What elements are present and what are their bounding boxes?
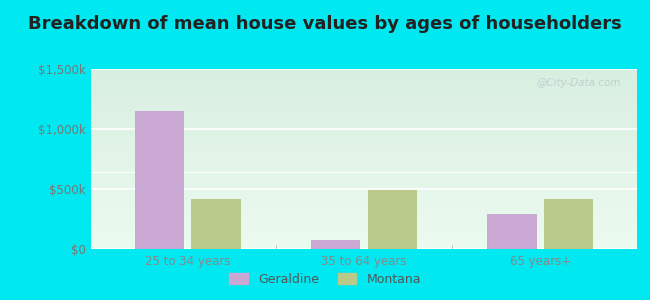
Text: Breakdown of mean house values by ages of householders: Breakdown of mean house values by ages o…	[28, 15, 622, 33]
Bar	[91, 190, 637, 193]
Bar	[91, 161, 637, 164]
Bar	[91, 69, 637, 71]
Bar	[91, 179, 637, 182]
Bar	[91, 244, 637, 247]
Bar	[543, 199, 593, 249]
Bar	[135, 111, 185, 249]
Bar	[91, 238, 637, 240]
Bar	[91, 208, 637, 211]
Bar	[91, 204, 637, 206]
Bar	[91, 132, 637, 134]
Bar	[91, 94, 637, 96]
Bar	[91, 107, 637, 110]
Bar	[91, 82, 637, 85]
Bar	[91, 71, 637, 74]
Bar	[91, 154, 637, 157]
Bar	[91, 96, 637, 98]
Bar	[91, 103, 637, 105]
Bar	[367, 190, 417, 249]
Bar	[91, 98, 637, 101]
Bar	[91, 89, 637, 92]
Bar	[91, 229, 637, 231]
Bar	[91, 215, 637, 217]
Bar	[91, 202, 637, 204]
Bar	[91, 105, 637, 107]
Bar	[91, 226, 637, 229]
Bar	[91, 157, 637, 159]
Bar	[91, 110, 637, 112]
Bar	[91, 222, 637, 224]
Bar	[91, 166, 637, 168]
Bar	[91, 164, 637, 166]
Bar	[91, 87, 637, 89]
Bar	[91, 130, 637, 132]
Bar	[91, 175, 637, 177]
Bar	[91, 231, 637, 233]
Bar	[91, 168, 637, 170]
Bar	[91, 193, 637, 195]
Bar	[311, 240, 361, 249]
Bar	[91, 134, 637, 136]
Bar	[91, 233, 637, 236]
Bar	[91, 128, 637, 130]
Bar	[91, 182, 637, 184]
Bar	[91, 118, 637, 121]
Bar	[91, 211, 637, 213]
Bar	[488, 214, 537, 249]
Bar	[91, 78, 637, 80]
Bar	[91, 92, 637, 94]
Bar	[91, 80, 637, 83]
Bar	[91, 150, 637, 152]
Bar	[91, 177, 637, 179]
Bar	[91, 240, 637, 242]
Bar	[91, 152, 637, 154]
Legend: Geraldine, Montana: Geraldine, Montana	[224, 268, 426, 291]
Bar	[91, 116, 637, 119]
Bar	[91, 188, 637, 190]
Bar	[91, 146, 637, 148]
Bar	[91, 76, 637, 78]
Bar	[91, 114, 637, 116]
Bar	[91, 184, 637, 186]
Text: @City-Data.com: @City-Data.com	[536, 78, 621, 88]
Bar	[91, 197, 637, 200]
Bar	[91, 121, 637, 123]
Bar	[91, 220, 637, 222]
Bar	[91, 218, 637, 220]
Bar	[91, 224, 637, 226]
Bar	[91, 148, 637, 150]
Bar	[91, 247, 637, 249]
Bar	[91, 141, 637, 143]
Bar	[91, 213, 637, 215]
Bar	[91, 170, 637, 172]
Bar	[91, 172, 637, 175]
Bar	[91, 136, 637, 139]
Bar	[91, 123, 637, 125]
Bar	[91, 112, 637, 114]
Bar	[91, 186, 637, 188]
Bar	[91, 100, 637, 103]
Bar	[91, 139, 637, 141]
Bar	[91, 125, 637, 128]
Bar	[91, 200, 637, 202]
Bar	[91, 195, 637, 197]
Bar	[91, 74, 637, 76]
Bar	[91, 143, 637, 146]
Bar	[91, 236, 637, 238]
Bar	[91, 159, 637, 161]
Bar	[191, 199, 240, 249]
Bar	[91, 85, 637, 87]
Bar	[91, 242, 637, 244]
Bar	[91, 206, 637, 208]
